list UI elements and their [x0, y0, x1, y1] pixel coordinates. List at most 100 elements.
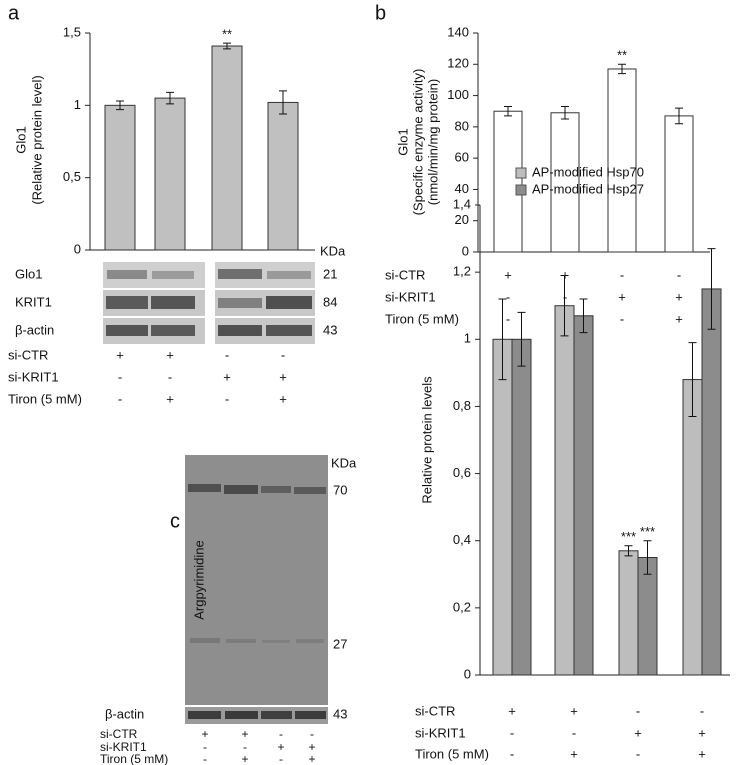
condition-mark: + [561, 267, 569, 282]
condition-mark: - [506, 289, 510, 304]
bar [664, 115, 694, 253]
condition-label: Tiron (5 mM) [8, 391, 82, 406]
condition-mark: - [310, 727, 314, 741]
condition-mark: - [572, 725, 576, 740]
y-tick-label: 1,2 [453, 264, 471, 279]
y-tick-label: 0 [74, 241, 81, 256]
condition-mark: - [636, 703, 640, 718]
blot-kda: 21 [323, 266, 337, 281]
significance: ** [617, 48, 627, 63]
condition-mark: + [279, 369, 287, 384]
condition-mark: - [118, 391, 122, 406]
condition-mark: + [166, 391, 174, 406]
y-tick-label: 0,6 [453, 465, 471, 480]
error-bar [116, 100, 124, 111]
error-bar [279, 90, 287, 115]
y-axis-label: (Relative protein level) [29, 75, 44, 204]
condition-mark: + [675, 311, 683, 326]
condition-mark: - [636, 746, 640, 761]
condition-mark: + [698, 746, 706, 761]
condition-mark: - [620, 267, 624, 282]
error-bar [618, 63, 626, 75]
y-tick-label: 0,5 [63, 169, 81, 184]
condition-mark: - [243, 740, 247, 754]
bar [701, 288, 722, 676]
blot-kda: 27 [333, 636, 347, 651]
condition-mark: - [700, 703, 704, 718]
bar [211, 45, 243, 251]
y-tick-label: 120 [447, 56, 469, 71]
condition-mark: + [570, 703, 578, 718]
condition-mark: - [279, 752, 283, 765]
condition-label: Tiron (5 mM) [100, 752, 168, 765]
bar [511, 338, 532, 676]
blot-kda: 84 [323, 294, 337, 309]
blot-y-label: Argpyrimidine [191, 540, 206, 619]
condition-mark: + [241, 752, 248, 765]
condition-mark: + [166, 347, 174, 362]
y-tick-label: 100 [447, 87, 469, 102]
bar [493, 110, 523, 253]
condition-mark: + [201, 727, 208, 741]
condition-mark: + [508, 703, 516, 718]
error-bar [643, 540, 652, 575]
significance: *** [621, 529, 636, 544]
error-bar [223, 42, 231, 50]
error-bar [166, 91, 174, 105]
condition-mark: - [168, 369, 172, 384]
blot-unit: KDa [320, 243, 346, 258]
legend-label: AP-modified Hsp70 [532, 164, 644, 179]
condition-mark: - [510, 746, 514, 761]
condition-mark: + [279, 391, 287, 406]
panel-label: a [8, 2, 20, 24]
condition-mark: + [675, 289, 683, 304]
y-tick-label: 0,4 [453, 532, 471, 547]
legend-swatch [515, 167, 527, 179]
blot-row-label: Glo1 [15, 266, 42, 281]
y-axis-label: Glo1 [395, 128, 410, 155]
y-tick-label: 0 [462, 243, 469, 258]
y-tick-label: 80 [455, 118, 469, 133]
condition-mark: - [118, 369, 122, 384]
error-bar [561, 106, 569, 120]
condition-mark: + [698, 725, 706, 740]
condition-mark: - [620, 311, 624, 326]
legend-label: AP-modified Hsp27 [532, 181, 644, 196]
error-bar [707, 248, 716, 330]
bar [492, 338, 513, 676]
condition-mark: + [618, 289, 626, 304]
blot-unit: KDa [331, 455, 357, 470]
error-bar [504, 106, 512, 117]
condition-mark: + [308, 740, 315, 754]
blot-a [103, 262, 315, 344]
condition-mark: - [677, 267, 681, 282]
error-bar [498, 298, 507, 381]
y-tick-label: 0,8 [453, 398, 471, 413]
y-tick-label: 0,2 [453, 599, 471, 614]
condition-mark: + [570, 746, 578, 761]
condition-label: Tiron (5 mM) [385, 311, 459, 326]
condition-mark: + [504, 267, 512, 282]
bar [618, 550, 639, 676]
blot-row-label: β-actin [105, 706, 144, 721]
condition-mark: + [634, 725, 642, 740]
bar [573, 315, 594, 676]
blot-kda: 43 [323, 322, 337, 337]
y-axis-label: Glo1 [13, 126, 28, 153]
bar [267, 101, 299, 251]
y-tick-label: 140 [447, 24, 469, 39]
condition-mark: - [506, 311, 510, 326]
condition-mark: - [203, 752, 207, 765]
y-axis-label: (nmol/min/mg protein) [425, 79, 440, 205]
condition-mark: + [308, 752, 315, 765]
condition-mark: + [241, 727, 248, 741]
y-axis-label: (Specific enzyme activity) [410, 69, 425, 216]
bar [682, 379, 703, 676]
condition-mark: + [277, 740, 284, 754]
legend-swatch [515, 184, 527, 196]
error-bar [688, 342, 697, 417]
bar [554, 305, 575, 676]
significance: *** [640, 524, 655, 539]
y-tick-label: 20 [455, 212, 469, 227]
